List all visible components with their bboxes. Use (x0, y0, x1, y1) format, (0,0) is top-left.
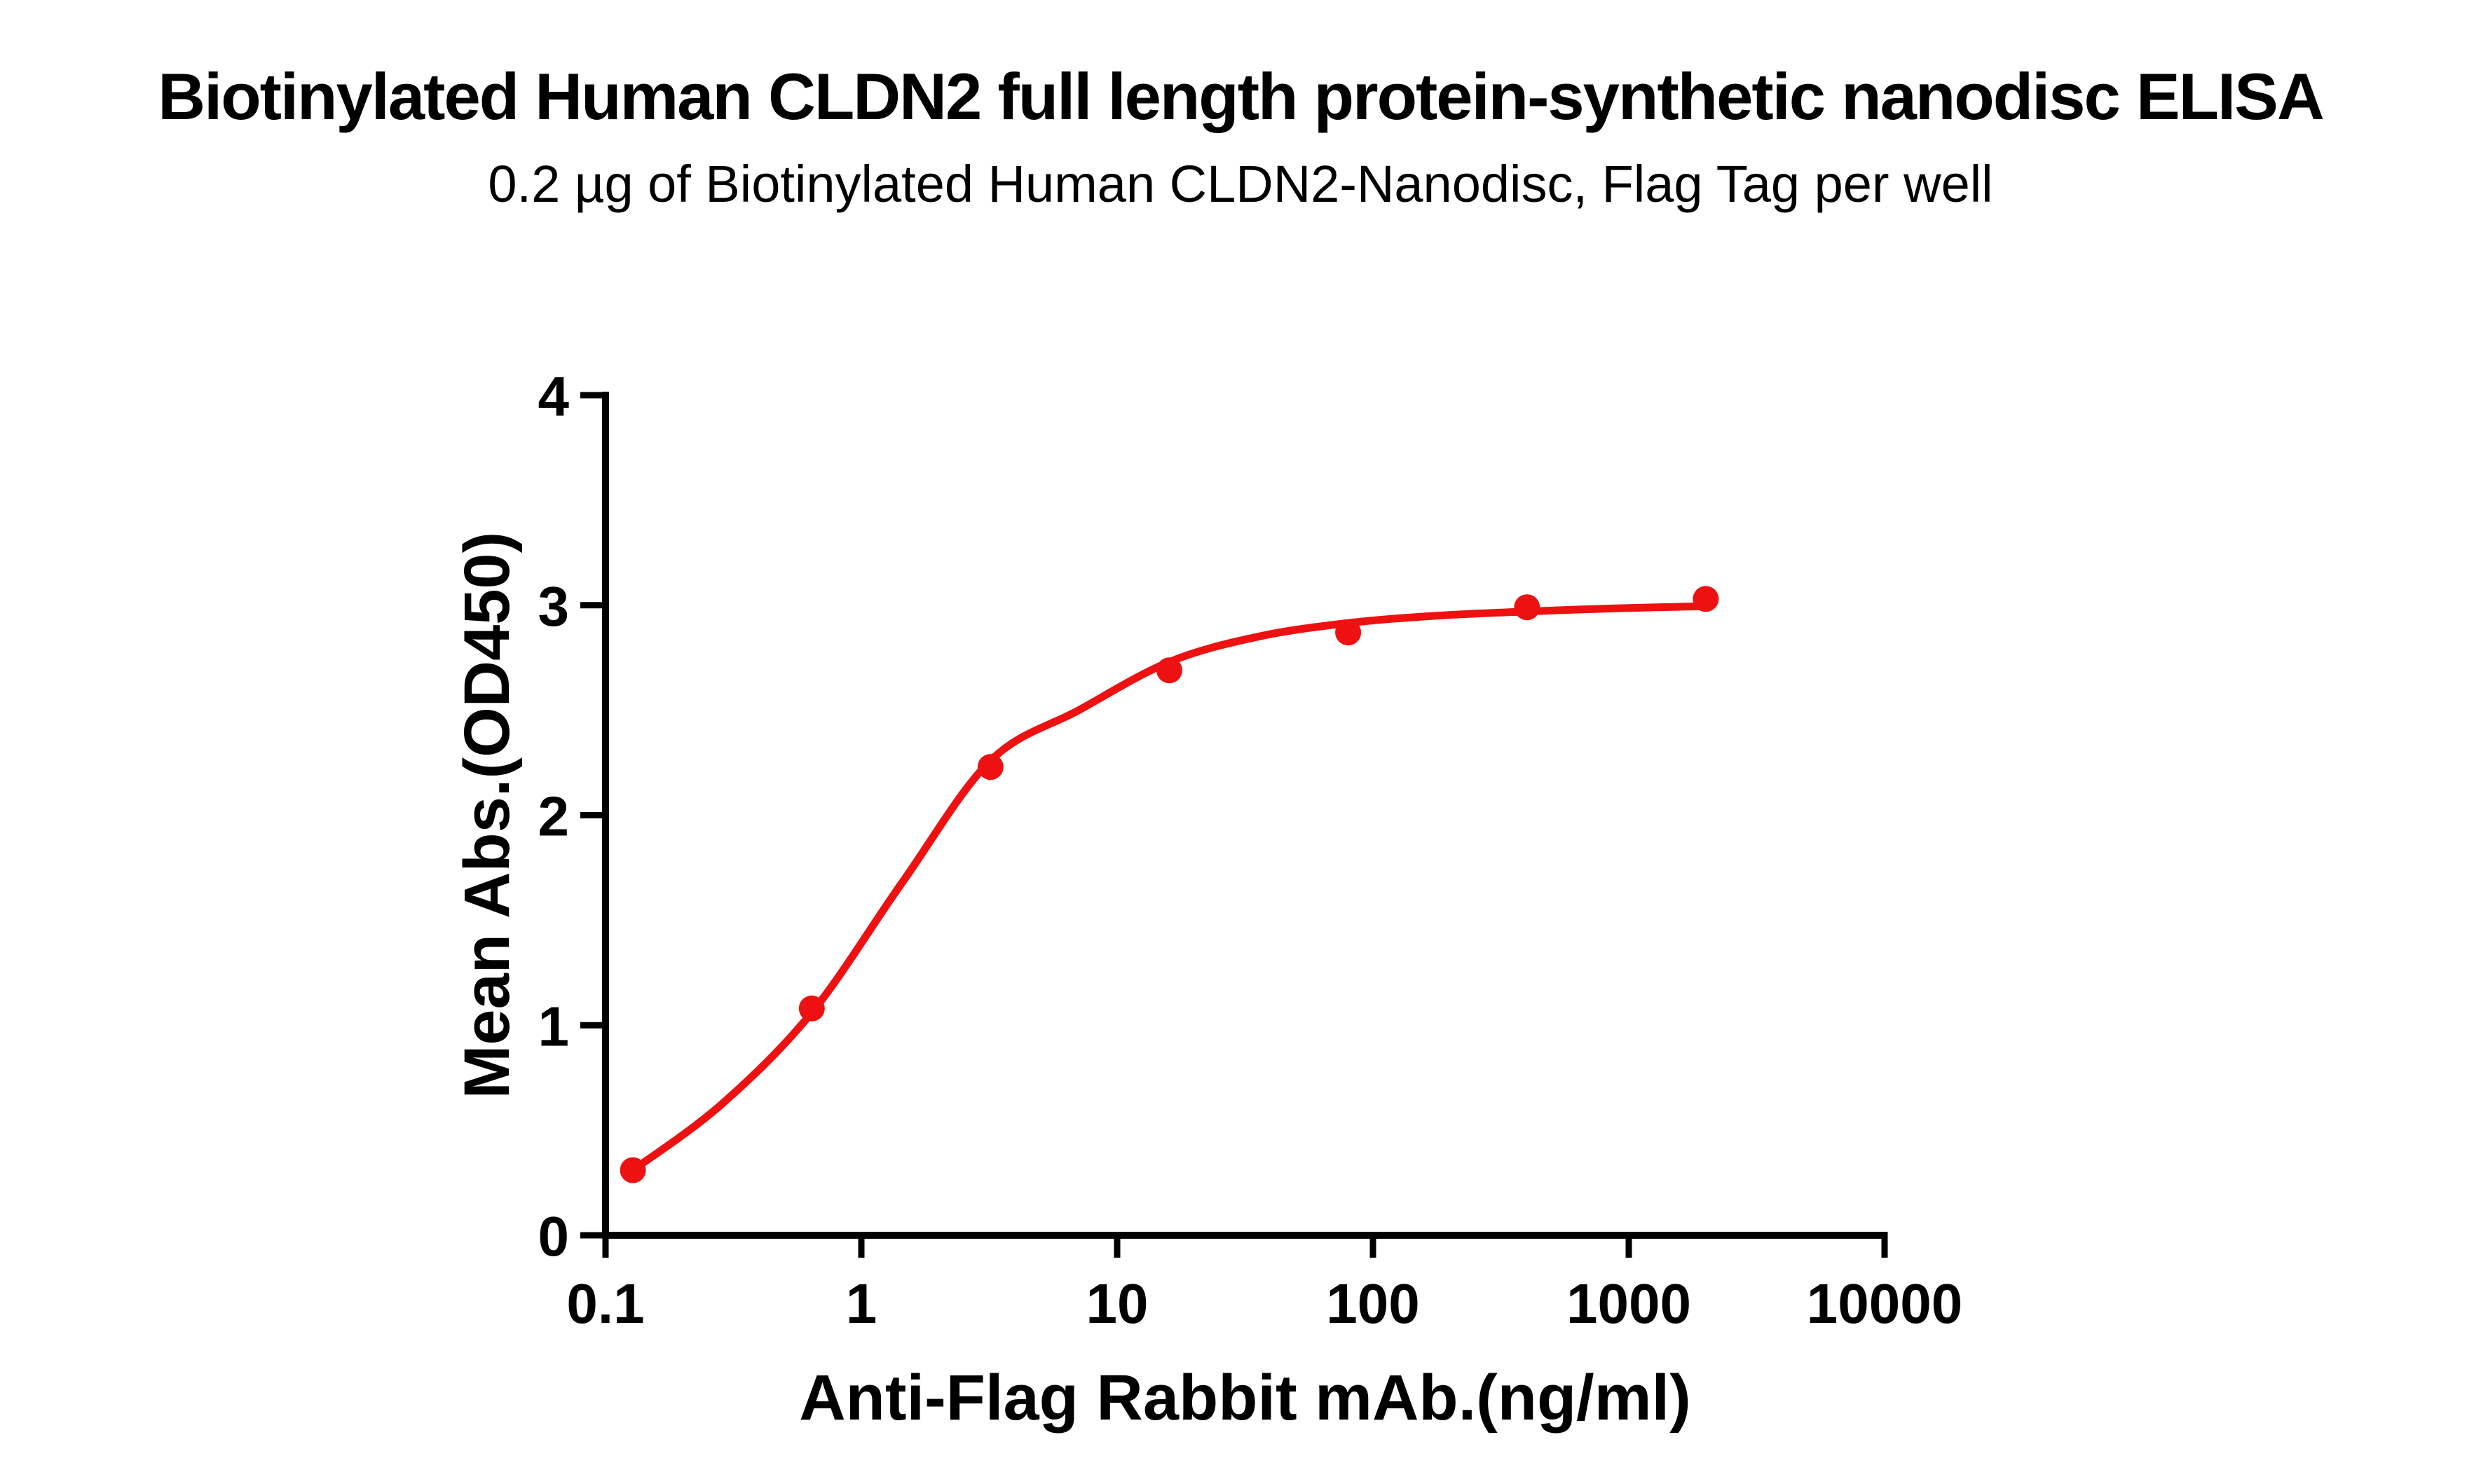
x-axis-title: Anti-Flag Rabbit mAb.(ng/ml) (799, 1362, 1691, 1434)
y-tick-label: 3 (538, 575, 570, 638)
data-point (1693, 586, 1719, 612)
y-tick-label: 1 (538, 995, 570, 1057)
y-tick-label: 0 (538, 1205, 570, 1267)
x-tick-label: 1 (846, 1272, 877, 1335)
data-point (798, 995, 825, 1022)
chart-title: Biotinylated Human CLDN2 full length pro… (158, 60, 2325, 133)
data-point (1514, 594, 1540, 621)
y-tick-label: 2 (538, 785, 570, 848)
chart-subtitle: 0.2 µg of Biotinylated Human CLDN2-Nanod… (488, 155, 1993, 213)
x-tick-label: 1000 (1566, 1272, 1691, 1335)
data-point (620, 1157, 646, 1183)
y-tick-label: 4 (538, 365, 570, 427)
x-tick-label: 10 (1086, 1272, 1149, 1335)
x-tick-label: 100 (1326, 1272, 1419, 1335)
fit-curve (629, 602, 1710, 1174)
data-point (1335, 619, 1362, 646)
y-axis-title: Mean Abs.(OD450) (451, 532, 523, 1099)
data-point (977, 754, 1004, 781)
data-point (1156, 657, 1182, 684)
x-tick-label: 0.1 (566, 1272, 644, 1335)
x-tick-label: 10000 (1807, 1272, 1962, 1335)
